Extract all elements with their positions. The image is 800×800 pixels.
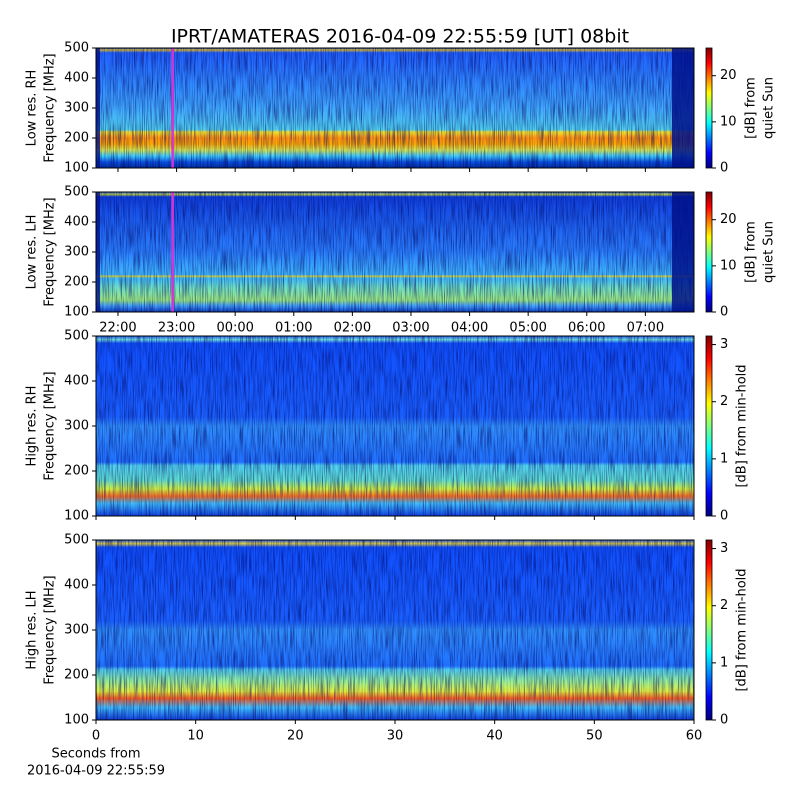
y-tick-label: 500 (64, 329, 89, 344)
y-tick-label: 200 (64, 464, 89, 479)
x-tick-label: 00:00 (216, 321, 253, 336)
colorbar-label: [dB] from (744, 221, 759, 283)
colorbar (705, 539, 713, 721)
x-axis-label: Seconds from (51, 747, 140, 762)
spectrogram-texture (96, 192, 694, 312)
y-axis-label: Frequency [MHz] (43, 197, 58, 306)
spectrogram-texture (96, 540, 694, 720)
x-tick-label: 0 (92, 729, 100, 744)
y-axis-label: High res. RH (25, 386, 40, 467)
y-tick-label: 300 (64, 101, 89, 116)
y-axis-label: Frequency [MHz] (43, 575, 58, 684)
y-tick-label: 200 (64, 131, 89, 146)
y-tick-label: 500 (64, 533, 89, 548)
colorbar (705, 335, 713, 517)
colorbar-tick-label: 20 (720, 212, 737, 227)
colorbar-tick-label: 10 (720, 114, 737, 129)
data-gap (672, 192, 694, 312)
data-gap (672, 48, 694, 168)
x-tick-label: 10 (187, 729, 204, 744)
y-tick-label: 300 (64, 419, 89, 434)
x-tick-label: 05:00 (509, 321, 546, 336)
colorbar (705, 47, 713, 169)
y-tick-label: 400 (64, 215, 89, 230)
x-tick-label: 03:00 (392, 321, 429, 336)
y-tick-label: 100 (64, 305, 89, 320)
data-gap (96, 192, 100, 312)
y-tick-label: 300 (64, 623, 89, 638)
x-tick-label: 23:00 (158, 321, 195, 336)
y-tick-label: 300 (64, 245, 89, 260)
colorbar-tick-label: 0 (720, 305, 728, 320)
colorbar-label: quiet Sun (762, 221, 777, 283)
y-tick-label: 100 (64, 161, 89, 176)
colorbar-tick-label: 3 (720, 541, 728, 556)
y-tick-label: 100 (64, 713, 89, 728)
colorbar-tick-label: 0 (720, 161, 728, 176)
x-tick-label: 60 (686, 729, 703, 744)
y-tick-label: 400 (64, 374, 89, 389)
x-tick-label: 06:00 (568, 321, 605, 336)
spectrogram-texture (96, 48, 694, 168)
y-tick-label: 200 (64, 275, 89, 290)
colorbar (705, 191, 713, 313)
y-axis-label: High res. LH (25, 590, 40, 669)
chart-title: IPRT/AMATERAS 2016-04-09 22:55:59 [UT] 0… (171, 26, 629, 48)
spectrogram-texture (96, 336, 694, 516)
colorbar-tick-label: 2 (720, 394, 728, 409)
colorbar-tick-label: 2 (720, 598, 728, 613)
colorbar-tick-label: 10 (720, 258, 737, 273)
x-axis-label: 2016-04-09 22:55:59 (27, 764, 165, 779)
colorbar-tick-label: 0 (720, 713, 728, 728)
x-tick-label: 02:00 (334, 321, 371, 336)
y-tick-label: 500 (64, 41, 89, 56)
y-axis-label: Low res. LH (25, 215, 40, 290)
x-tick-label: 50 (586, 729, 603, 744)
colorbar-tick-label: 0 (720, 509, 728, 524)
y-axis-label: Frequency [MHz] (43, 371, 58, 480)
y-tick-label: 100 (64, 509, 89, 524)
data-gap (96, 48, 100, 168)
y-axis-label: Low res. RH (25, 70, 40, 147)
x-tick-label: 04:00 (451, 321, 488, 336)
colorbar-label: quiet Sun (762, 77, 777, 139)
y-tick-label: 400 (64, 578, 89, 593)
colorbar-label: [dB] from min-hold (735, 364, 750, 487)
colorbar-label: [dB] from min-hold (735, 568, 750, 691)
y-tick-label: 200 (64, 668, 89, 683)
y-tick-label: 400 (64, 71, 89, 86)
colorbar-tick-label: 20 (720, 68, 737, 83)
x-tick-label: 01:00 (275, 321, 312, 336)
x-tick-label: 40 (486, 729, 503, 744)
y-tick-label: 500 (64, 185, 89, 200)
y-axis-label: Frequency [MHz] (43, 53, 58, 162)
x-tick-label: 30 (387, 729, 404, 744)
colorbar-tick-label: 1 (720, 655, 728, 670)
x-tick-label: 20 (287, 729, 304, 744)
colorbar-tick-label: 1 (720, 451, 728, 466)
x-tick-label: 22:00 (99, 321, 136, 336)
x-tick-label: 07:00 (627, 321, 664, 336)
colorbar-label: [dB] from (744, 77, 759, 139)
colorbar-tick-label: 3 (720, 337, 728, 352)
